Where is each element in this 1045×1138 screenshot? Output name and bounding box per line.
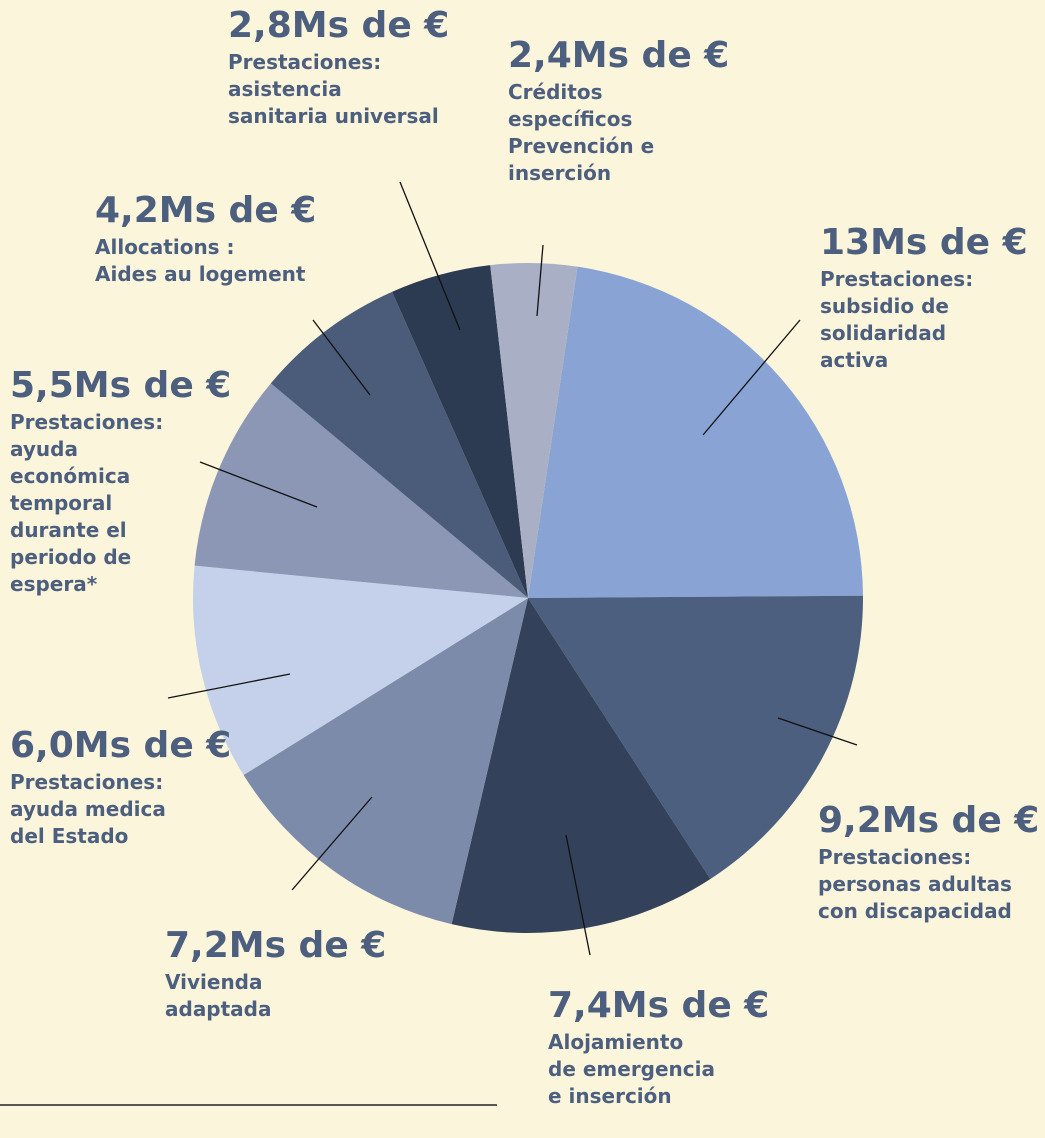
slice-label: Alojamiento de emergencia e inserción: [548, 1030, 716, 1108]
value-label: 9,2Ms de €: [818, 800, 1040, 841]
pie-slice: [490, 263, 578, 598]
leader-line: [312, 319, 371, 396]
leader-line: [565, 834, 591, 956]
leader-line: [167, 673, 291, 699]
pie-slice: [243, 598, 528, 925]
leader-line: [536, 244, 544, 317]
slice-label: Prestaciones: subsidio de solidaridad ac…: [820, 267, 974, 372]
leader-line: [291, 796, 373, 891]
pie-slice: [192, 565, 528, 776]
slice-label: Prestaciones: ayuda medica del Estado: [10, 770, 166, 848]
value-label: 13Ms de €: [820, 222, 1028, 263]
slice-label: Créditos específicos Prevención e inserc…: [508, 80, 655, 185]
leader-line: [777, 717, 858, 746]
pie-slice: [392, 265, 528, 598]
pie-slice: [451, 598, 711, 933]
slice-label: Prestaciones: asistencia sanitaria unive…: [228, 50, 439, 128]
slice-label: Allocations : Aides au logement: [95, 235, 306, 286]
slice-label: Prestaciones: ayuda económica temporal d…: [10, 410, 164, 596]
pie-slice: [528, 595, 863, 879]
value-label: 2,8Ms de €: [228, 5, 450, 46]
value-label: 7,2Ms de €: [165, 925, 387, 966]
pie-slice: [528, 266, 863, 598]
slice-label: Vivienda adaptada: [165, 970, 272, 1021]
pie-slice: [270, 291, 528, 598]
leader-line: [702, 319, 801, 436]
value-label: 5,5Ms de €: [10, 365, 232, 406]
value-label: 2,4Ms de €: [508, 35, 730, 76]
pie-slice: [194, 383, 528, 598]
value-label: 6,0Ms de €: [10, 725, 232, 766]
value-label: 7,4Ms de €: [548, 985, 770, 1026]
leader-line: [399, 181, 461, 331]
slice-label: Prestaciones: personas adultas con disca…: [818, 845, 1012, 923]
leader-line: [199, 461, 318, 508]
value-label: 4,2Ms de €: [95, 190, 317, 231]
